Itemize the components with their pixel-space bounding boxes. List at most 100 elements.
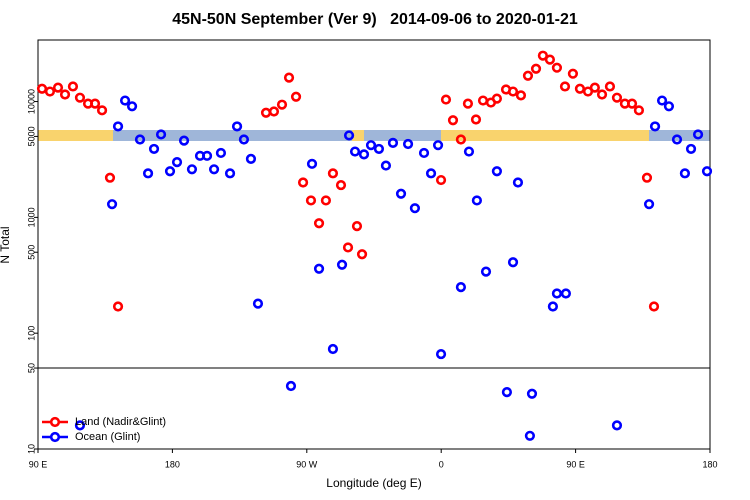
data-point [74, 420, 86, 431]
data-point [501, 386, 513, 398]
data-point [349, 146, 361, 157]
data-point [285, 380, 297, 392]
y-tick-label: 10000 [26, 89, 36, 114]
data-point [641, 172, 653, 183]
x-tick-label: 0 [439, 459, 444, 469]
data-point [380, 160, 392, 171]
data-point [679, 168, 691, 179]
y-tick-label: 50 [26, 363, 36, 373]
data-point [432, 140, 444, 151]
data-point [633, 105, 645, 116]
data-point [186, 164, 198, 175]
data-point [306, 158, 318, 169]
data-point [643, 199, 655, 210]
data-point [567, 68, 579, 79]
data-point [455, 281, 467, 293]
data-point [522, 70, 534, 81]
data-point [611, 92, 623, 103]
x-tick-label: 90 E [29, 459, 48, 469]
data-point [208, 164, 220, 175]
data-point [507, 86, 519, 97]
data-point [447, 115, 459, 126]
data-point [409, 203, 421, 214]
data-point [471, 195, 482, 206]
data-point [283, 72, 295, 83]
legend-marker [49, 431, 61, 443]
data-point [526, 388, 538, 399]
data-point [297, 177, 309, 188]
data-point [656, 95, 668, 106]
data-point [365, 140, 377, 151]
x-tick-label: 90 W [296, 459, 318, 469]
land-band [352, 130, 364, 141]
data-point [671, 134, 683, 145]
data-point [463, 146, 475, 157]
data-point [387, 137, 399, 148]
data-point [245, 153, 257, 164]
y-tick-label: 500 [26, 245, 36, 260]
data-point [559, 81, 571, 92]
data-point [373, 143, 385, 155]
data-point [418, 147, 430, 159]
data-point [530, 63, 542, 74]
legend-label: Land (Nadir&Glint) [75, 416, 166, 428]
data-point [491, 166, 503, 177]
ocean-band [113, 130, 352, 141]
data-point [89, 98, 101, 109]
data-point [268, 106, 280, 117]
data-point [252, 298, 264, 309]
data-point [178, 135, 190, 146]
data-point [435, 174, 447, 186]
y-tick-label: 100 [26, 326, 36, 341]
data-point [201, 150, 213, 161]
y-tick-label: 5000 [26, 126, 36, 146]
data-point [356, 249, 368, 260]
data-point [491, 93, 503, 104]
data-point [327, 168, 339, 179]
data-point [67, 81, 79, 92]
legend-marker [49, 416, 61, 428]
data-point [320, 195, 332, 206]
x-tick-label: 180 [702, 459, 717, 469]
data-point [604, 81, 616, 92]
land-band [441, 130, 649, 141]
y-tick-label: 1000 [26, 207, 36, 227]
data-point [589, 82, 600, 93]
data-point [462, 98, 474, 109]
data-point [351, 221, 363, 232]
data-point [52, 82, 64, 93]
data-point [596, 89, 608, 100]
data-point [313, 218, 325, 229]
plot-frame [37, 39, 711, 450]
data-point [155, 129, 167, 140]
data-point [335, 179, 347, 191]
data-point [142, 168, 154, 179]
data-point [224, 168, 236, 179]
data-point [126, 101, 138, 112]
data-point [524, 430, 536, 441]
data-point [663, 101, 675, 112]
data-point [515, 90, 527, 101]
data-point [313, 263, 325, 274]
data-point [231, 121, 243, 132]
data-point [560, 288, 571, 299]
data-point [455, 134, 467, 145]
data-point [342, 242, 354, 253]
data-point [440, 94, 452, 105]
data-point [74, 92, 86, 103]
data-point [164, 166, 176, 177]
data-point [507, 257, 519, 268]
data-point [260, 107, 272, 118]
ocean-band [364, 130, 441, 141]
data-point [112, 301, 124, 312]
chart-title: 45N-50N September (Ver 9) 2014-09-06 to … [172, 11, 578, 28]
data-point [692, 129, 704, 140]
data-point [358, 149, 370, 160]
data-point [477, 95, 489, 106]
data-point [327, 343, 339, 355]
y-axis-label: N Total [0, 226, 12, 263]
land-band [38, 130, 113, 141]
data-point [336, 259, 348, 270]
data-point [402, 138, 414, 150]
